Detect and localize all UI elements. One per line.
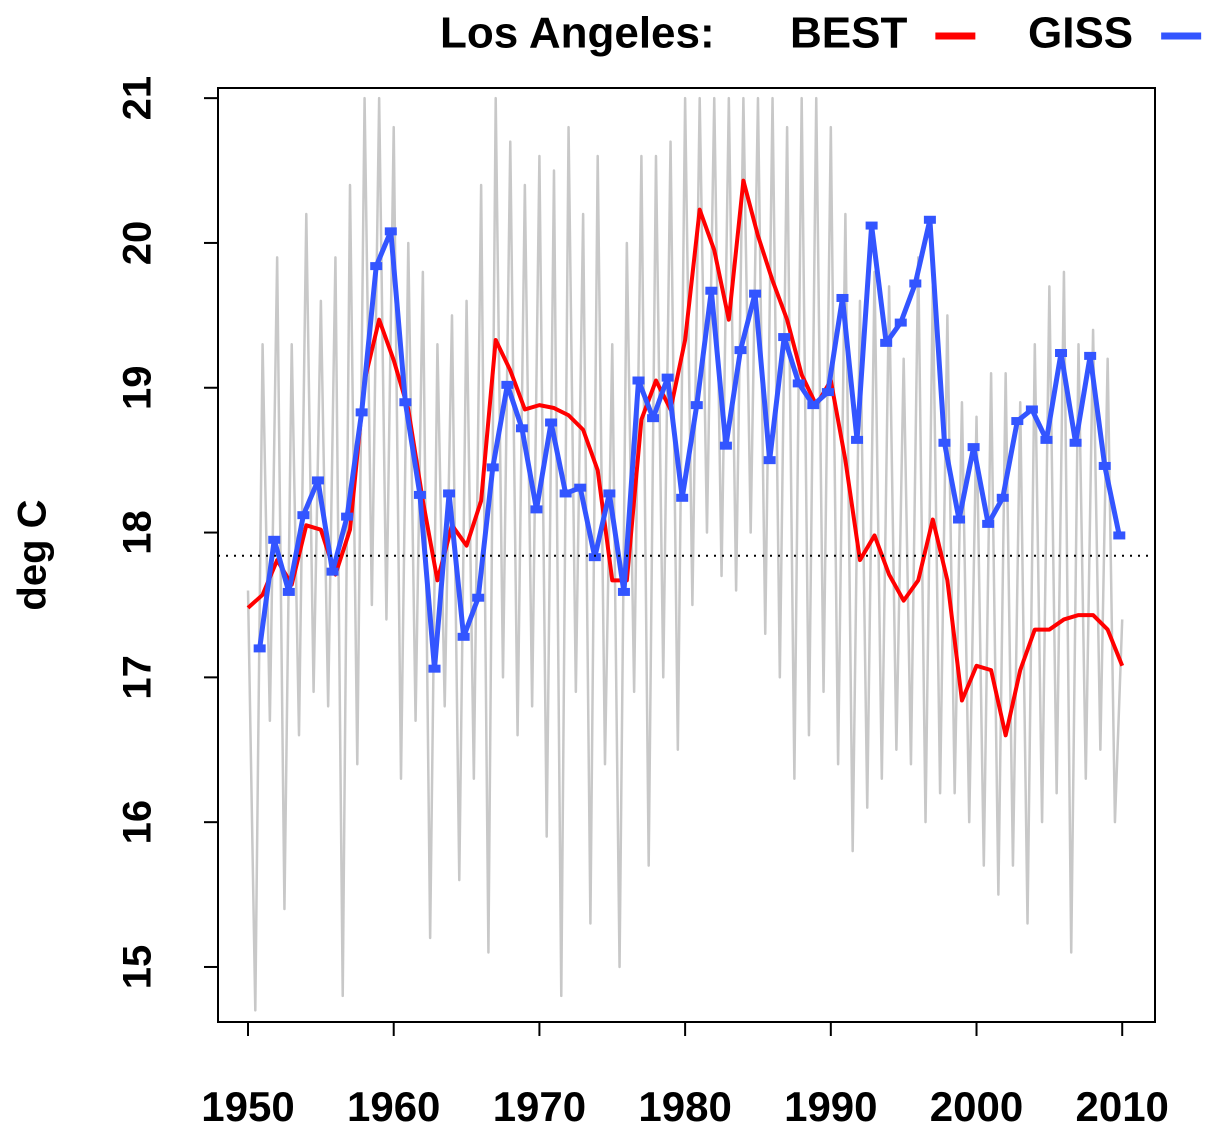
data-point (749, 289, 762, 298)
x-tick-label: 1980 (638, 1083, 731, 1130)
data-point (1084, 351, 1097, 360)
chart-title: Los Angeles: (440, 9, 715, 58)
data-point (253, 644, 266, 653)
data-point (938, 438, 951, 447)
data-point (355, 408, 368, 417)
data-point (690, 401, 703, 410)
data-point (792, 379, 805, 388)
data-point (617, 587, 630, 596)
y-tick-label: 15 (116, 945, 160, 990)
legend-label: BEST (790, 9, 907, 58)
data-point (574, 483, 587, 492)
data-point (982, 519, 995, 528)
data-point (632, 376, 645, 385)
data-point (472, 593, 485, 602)
data-point (734, 346, 747, 355)
data-point (1025, 405, 1038, 414)
data-point (647, 414, 660, 423)
data-point (370, 262, 383, 271)
data-point (821, 388, 834, 397)
data-point (268, 535, 281, 544)
y-tick-label: 19 (116, 365, 160, 410)
data-point (413, 490, 426, 499)
data-point (705, 286, 718, 295)
legend-label: GISS (1028, 9, 1133, 58)
data-point (443, 489, 456, 498)
data-point (661, 373, 674, 382)
data-point (1011, 417, 1024, 426)
data-line (246, 178, 1125, 738)
x-tick-label: 1950 (201, 1083, 294, 1130)
data-point (326, 567, 339, 576)
data-point (1098, 461, 1111, 470)
data-point (894, 318, 907, 327)
data-point (676, 493, 689, 502)
data-point (384, 227, 397, 236)
data-point (399, 398, 412, 407)
plot-frame (217, 87, 1156, 1023)
data-point (1040, 435, 1053, 444)
data-point (603, 489, 616, 498)
data-point (1055, 348, 1068, 357)
plot-area (219, 96, 1154, 1012)
data-point (967, 443, 980, 452)
data-line (257, 217, 1122, 672)
data-point (588, 553, 601, 562)
data-point (530, 505, 543, 514)
raw-line (246, 96, 1124, 1012)
data-point (923, 215, 936, 224)
y-tick-label: 16 (116, 800, 160, 845)
data-point (778, 333, 791, 342)
y-tick-label: 21 (116, 76, 160, 121)
data-point (457, 632, 470, 641)
data-point (545, 418, 558, 427)
data-point (851, 435, 864, 444)
data-point (909, 279, 922, 288)
data-point (282, 587, 295, 596)
data-point (297, 511, 310, 520)
x-tick-label: 2000 (930, 1083, 1023, 1130)
data-point (341, 512, 354, 521)
y-tick-label: 18 (116, 510, 160, 555)
data-point (880, 338, 893, 347)
data-point (559, 489, 572, 498)
y-tick-label: 20 (116, 221, 160, 265)
data-point (515, 424, 528, 433)
x-tick-label: 1970 (493, 1083, 586, 1130)
data-point (865, 221, 878, 230)
data-point (953, 515, 966, 524)
data-point (428, 664, 441, 673)
data-point (501, 380, 514, 389)
data-point (807, 401, 820, 410)
data-point (763, 456, 776, 465)
data-point (311, 476, 324, 485)
x-tick-label: 1960 (347, 1083, 440, 1130)
y-tick-label: 17 (116, 655, 160, 700)
y-axis-label: deg C (11, 499, 55, 610)
data-point (836, 293, 849, 302)
data-point (1113, 531, 1126, 540)
data-point (486, 463, 499, 472)
data-point (1069, 438, 1082, 447)
x-tick-label: 2010 (1075, 1083, 1168, 1130)
data-point (996, 493, 1009, 502)
x-tick-label: 1990 (784, 1083, 877, 1130)
data-point (719, 441, 732, 450)
